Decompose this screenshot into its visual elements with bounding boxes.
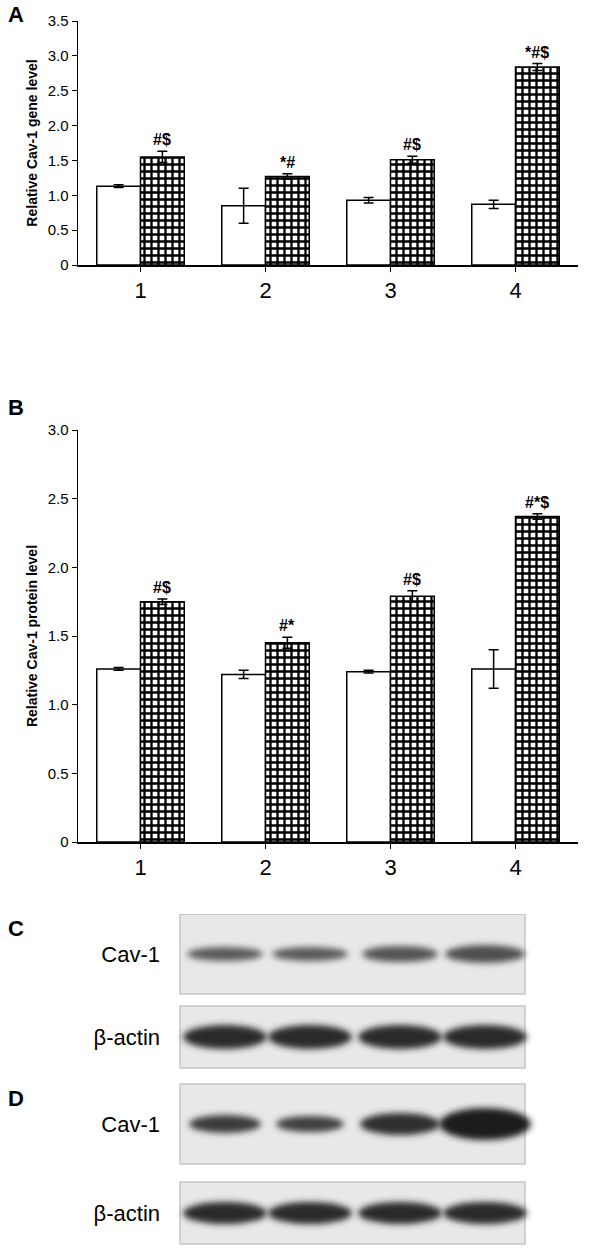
svg-text:2.0: 2.0 [48, 559, 69, 576]
svg-text:2.5: 2.5 [48, 490, 69, 507]
svg-text:1: 1 [134, 278, 146, 303]
svg-text:1.5: 1.5 [48, 627, 69, 644]
svg-text:Cav-1: Cav-1 [101, 1112, 160, 1137]
svg-text:β-actin: β-actin [94, 1025, 160, 1050]
svg-text:1.0: 1.0 [48, 187, 69, 204]
svg-text:1: 1 [134, 855, 146, 880]
svg-text:0.5: 0.5 [48, 221, 69, 238]
svg-text:*#$: *#$ [525, 44, 549, 61]
svg-text:2: 2 [259, 278, 271, 303]
svg-text:2.5: 2.5 [48, 82, 69, 99]
svg-text:β-actin: β-actin [94, 1201, 160, 1226]
svg-text:3: 3 [384, 855, 396, 880]
svg-text:*#: *# [280, 154, 295, 171]
svg-text:3.0: 3.0 [48, 421, 69, 438]
svg-text:3: 3 [384, 278, 396, 303]
svg-text:0: 0 [60, 833, 68, 850]
svg-text:#*$: #*$ [525, 494, 549, 511]
svg-text:0: 0 [60, 256, 68, 273]
svg-text:1.0: 1.0 [48, 696, 69, 713]
svg-text:1.5: 1.5 [48, 152, 69, 169]
svg-text:Cav-1: Cav-1 [101, 942, 160, 967]
svg-text:0.5: 0.5 [48, 765, 69, 782]
svg-text:3.5: 3.5 [48, 12, 69, 29]
svg-text:#$: #$ [153, 131, 171, 148]
svg-text:D: D [8, 1086, 24, 1111]
svg-text:C: C [8, 916, 24, 941]
svg-text:3.0: 3.0 [48, 47, 69, 64]
svg-text:Relative Cav-1 protein level: Relative Cav-1 protein level [24, 545, 40, 727]
svg-text:2: 2 [259, 855, 271, 880]
svg-text:#$: #$ [403, 136, 421, 153]
svg-text:2.0: 2.0 [48, 117, 69, 134]
svg-text:4: 4 [509, 855, 521, 880]
svg-text:#$: #$ [153, 579, 171, 596]
svg-text:#$: #$ [403, 571, 421, 588]
html-text:B: B [8, 395, 24, 420]
html-text:A: A [8, 2, 24, 27]
svg-text:Relative Cav-1 gene level: Relative Cav-1 gene level [24, 59, 40, 226]
svg-text:#*: #* [279, 617, 295, 634]
svg-text:4: 4 [509, 278, 521, 303]
